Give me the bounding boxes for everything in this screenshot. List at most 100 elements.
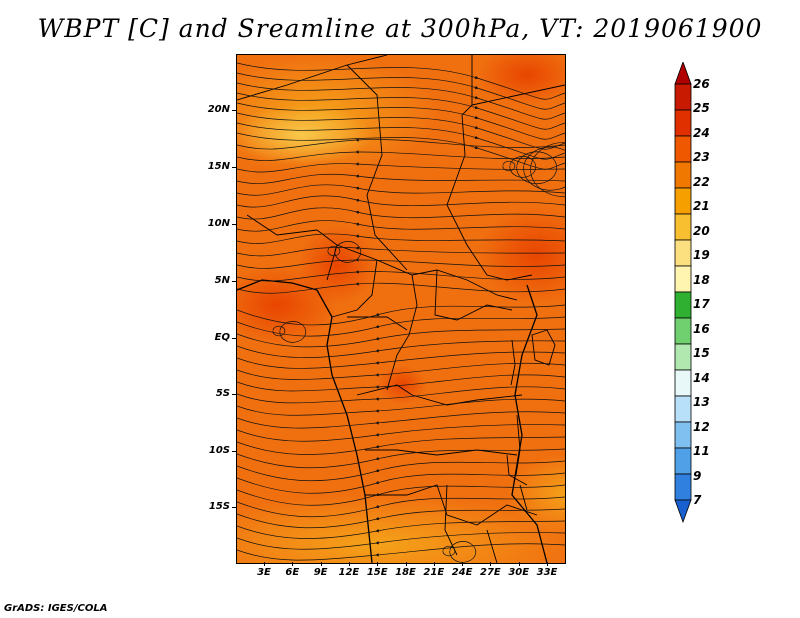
streamline xyxy=(237,496,565,518)
streamline xyxy=(237,351,565,369)
streamline xyxy=(237,282,565,294)
streamline xyxy=(237,508,565,529)
lat-label: 5S xyxy=(215,388,230,399)
streamline xyxy=(237,532,565,550)
lat-label: 20N xyxy=(207,104,230,115)
lon-label: 27E xyxy=(480,567,501,578)
colorbar-segment xyxy=(674,135,692,163)
streamline xyxy=(272,325,286,337)
streamline xyxy=(237,340,565,358)
lon-tick xyxy=(547,562,548,566)
colorbar-segment xyxy=(674,343,692,371)
streamline xyxy=(237,207,565,220)
lon-label: 15E xyxy=(366,567,388,578)
colorbar-segment xyxy=(674,187,692,215)
lon-label: 24E xyxy=(451,567,473,578)
colorbar-label: 12 xyxy=(693,419,710,434)
streamline xyxy=(516,151,558,185)
streamline xyxy=(237,62,565,100)
lon-tick xyxy=(320,562,322,566)
lon-tick xyxy=(348,562,350,566)
footer-credit: GrADS: IGES/COLA xyxy=(4,603,108,614)
map-panel xyxy=(236,54,566,564)
colorbar-label: 22 xyxy=(693,174,710,189)
colorbar-label: 14 xyxy=(693,370,710,385)
colorbar-label: 18 xyxy=(693,272,710,287)
lon-tick xyxy=(264,562,265,566)
colorbar-segment xyxy=(674,291,692,319)
streamline xyxy=(237,173,565,184)
field-north-pale xyxy=(237,105,372,165)
lon-label: 9E xyxy=(313,567,328,578)
colorbar-bottom-arrow xyxy=(674,499,692,524)
lon-label: 3E xyxy=(257,567,271,578)
colorbar-segment xyxy=(674,395,692,423)
streamline xyxy=(327,245,341,257)
streamline xyxy=(237,448,565,469)
colorbar-segment xyxy=(674,265,692,293)
lat-label: 10S xyxy=(208,445,230,456)
country-borders xyxy=(237,55,565,563)
lat-label: 15S xyxy=(208,501,230,512)
chart-title: WBPT [C] and Sreamline at 300hPa, VT: 20… xyxy=(37,14,763,43)
streamline xyxy=(237,304,565,326)
field-south-cooler xyxy=(237,495,565,563)
colorbar-label: 9 xyxy=(693,468,702,483)
streamline xyxy=(237,436,565,455)
colorbar-segment xyxy=(674,473,692,501)
colorbar-label: 19 xyxy=(693,248,710,263)
lon-label: 18E xyxy=(395,567,416,578)
streamline xyxy=(237,132,565,170)
colorbar-label: 20 xyxy=(693,223,710,238)
streamline xyxy=(237,258,565,269)
colorbar-label: 7 xyxy=(693,493,702,507)
streamline xyxy=(530,142,565,198)
streamline xyxy=(237,246,565,257)
streamline xyxy=(237,520,565,539)
colorbar-segment xyxy=(674,421,692,449)
lat-tick xyxy=(232,394,236,395)
lat-tick xyxy=(232,338,236,339)
streamline xyxy=(523,146,565,191)
lon-label: 12E xyxy=(338,567,360,578)
streamline xyxy=(279,321,307,343)
colorbar-label: 25 xyxy=(693,101,710,116)
streamline xyxy=(237,82,565,120)
colorbar-segment xyxy=(674,109,692,137)
streamline xyxy=(237,398,565,416)
colorbar-label: 11 xyxy=(693,444,710,459)
streamline xyxy=(237,543,565,561)
lon-tick xyxy=(377,562,379,566)
lon-tick xyxy=(292,562,294,566)
colorbar-label: 15 xyxy=(693,346,710,361)
field-east-hot xyxy=(477,205,565,305)
lat-tick xyxy=(232,451,236,452)
streamline xyxy=(237,92,565,130)
streamline xyxy=(237,150,565,161)
streamline xyxy=(237,162,565,173)
colorbar-label: 26 xyxy=(693,77,710,91)
lat-label: 15N xyxy=(207,161,230,172)
streamline xyxy=(237,386,565,404)
colorbar-label: 23 xyxy=(693,150,710,165)
streamlines xyxy=(237,62,565,563)
colorbar-segment xyxy=(674,447,692,475)
lat-label: 10N xyxy=(207,218,230,229)
streamline xyxy=(237,112,565,150)
streamline xyxy=(237,472,565,494)
colorbar-segment xyxy=(674,317,692,345)
colorbar xyxy=(674,62,692,524)
streamline xyxy=(237,195,565,208)
streamline xyxy=(237,102,565,140)
streamline xyxy=(442,545,456,557)
lon-tick xyxy=(462,562,464,566)
streamline xyxy=(237,122,565,160)
streamline xyxy=(237,411,565,429)
lat-tick xyxy=(232,281,236,282)
lon-label: 33E xyxy=(536,567,558,578)
colorbar-label: 16 xyxy=(693,321,710,336)
colorbar-segment xyxy=(674,369,692,397)
streamline xyxy=(509,156,537,178)
lat-tick xyxy=(232,507,236,508)
streamline xyxy=(237,220,565,232)
